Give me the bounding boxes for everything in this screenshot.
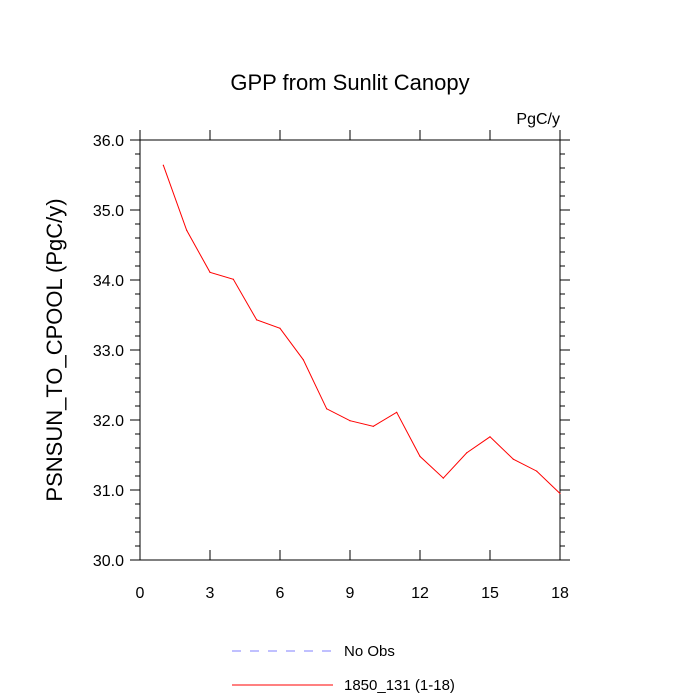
y-tick-label: 36.0	[93, 133, 124, 150]
series-line	[162, 165, 561, 494]
y-tick-label: 31.0	[93, 483, 124, 500]
data-point	[372, 425, 374, 427]
data-point	[302, 359, 304, 361]
x-tick-label: 15	[481, 585, 499, 602]
x-tick-label: 12	[411, 585, 429, 602]
chart-title: GPP from Sunlit Canopy	[230, 70, 469, 95]
plot-border	[139, 139, 561, 561]
legend-label: No Obs	[344, 643, 395, 660]
legend-label: 1850_131 (1-18)	[344, 677, 455, 694]
data-point	[326, 408, 328, 410]
data-point	[232, 278, 234, 280]
y-tick-label: 34.0	[93, 273, 124, 290]
y-axis-ticks: 30.0 31.0 32.0 33.0 34.0 35.0 36.0	[93, 133, 570, 570]
data-point	[536, 470, 538, 472]
data-point	[186, 229, 188, 231]
y-tick-label: 33.0	[93, 343, 124, 360]
data-point	[162, 164, 164, 166]
y-tick-label: 35.0	[93, 203, 124, 220]
y-tick-label: 30.0	[93, 553, 124, 570]
plot-frame	[139, 139, 561, 561]
data-point	[209, 271, 211, 273]
data-point	[349, 420, 351, 422]
x-tick-label: 18	[551, 585, 569, 602]
series-layer	[162, 164, 561, 495]
x-tick-label: 9	[346, 585, 355, 602]
data-point	[419, 455, 421, 457]
data-point	[442, 477, 444, 479]
y-axis-label: PSNSUN_TO_CPOOL (PgC/y)	[42, 198, 67, 501]
data-point	[256, 319, 258, 321]
data-point	[396, 411, 398, 413]
x-tick-label: 6	[276, 585, 285, 602]
data-point	[466, 452, 468, 454]
legend: No Obs 1850_131 (1-18)	[232, 643, 455, 694]
x-tick-label: 0	[136, 585, 145, 602]
data-point	[489, 436, 491, 438]
data-point	[279, 327, 281, 329]
x-axis-ticks: 0 3 6 9 12 15 18	[136, 130, 569, 602]
units-label: PgC/y	[516, 111, 560, 128]
y-tick-label: 32.0	[93, 413, 124, 430]
data-point	[559, 492, 561, 495]
x-tick-label: 3	[206, 585, 215, 602]
data-point	[512, 458, 514, 460]
